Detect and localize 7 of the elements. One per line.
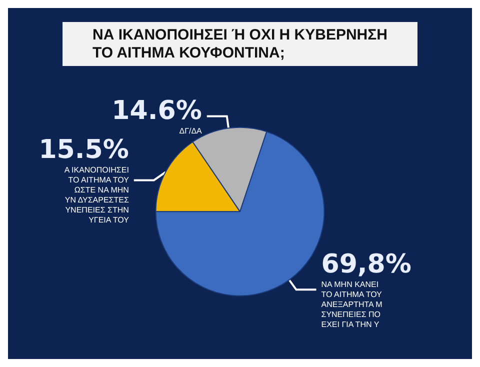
slice-label: ΝΑ ΜΗΝ ΚΑΝΕΙ ΤΟ ΑΙΤΗΜΑ ΤΟΥ ΑΝΕΞΑΡΤΗΤΑ Μ ΣΥΝΕΠΕΙΕΣ ΠΟ ΕΧΕΙ ΓΙΑ ΤΗΝ Υ — [321, 280, 383, 330]
data-label: 14.6% — [112, 96, 202, 126]
data-label: 15.5% — [38, 135, 129, 166]
slice-label: Α ΙΚΑΝΟΠΟΙΗΣΕΙ ΤΟ ΑΙΤΗΜΑ ΤΟΥ ΩΣΤΕ ΝΑ ΜΗΝ ΥΝ ΔΥΣΑΡΕΣΤΕΣ ΥΝΕΠΕΙΕΣ ΣΤΗΝ ΥΓΕΙΑ ΤΟΥ — [64, 166, 130, 225]
data-label: 69,8% — [321, 250, 412, 280]
chart-title: ΝΑ ΙΚΑΝΟΠΟΙΗΣΕΙ Ή ΟΧΙ Η ΚΥΒΕΡΝΗΣΗ ΤΟ ΑΙΤΗΜΑ ΚΟΥΦΟΝΤΙΝΑ; — [92, 26, 388, 62]
slice-label: ΔΓ/ΔΑ — [179, 126, 203, 136]
